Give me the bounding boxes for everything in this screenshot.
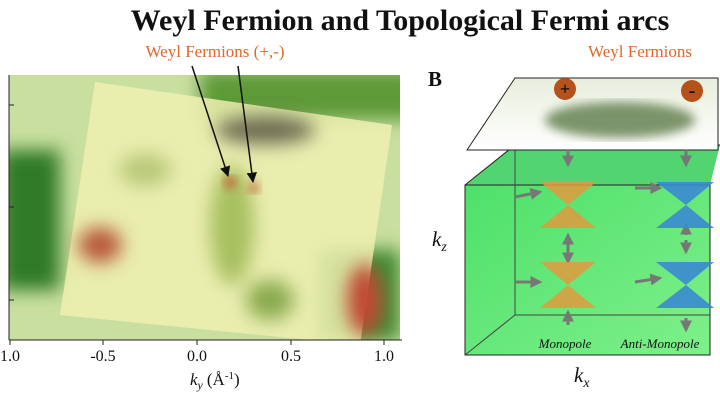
panel-letter: B [428, 67, 442, 91]
anti-monopole-label: Anti-Monopole [620, 336, 700, 351]
label-superscript: -1 [225, 370, 234, 382]
arpes-map [9, 75, 400, 340]
minus-sign: - [689, 80, 696, 102]
weyl-node [554, 78, 576, 100]
box-top [465, 145, 720, 185]
plus-sign: + [560, 79, 570, 99]
x-axis-label: kx [574, 363, 590, 391]
x-tick-label: 1.0 [374, 348, 394, 365]
label-subscript: z [440, 240, 447, 255]
label-symbol: k [190, 370, 198, 389]
label-close: ) [234, 370, 240, 389]
fermi-arc [545, 102, 695, 138]
axes [8, 75, 402, 345]
label-symbol: k [432, 227, 442, 251]
x-tick-label: 0.0 [187, 348, 207, 365]
label-symbol: k [574, 363, 584, 387]
x-tick-label: -0.5 [90, 348, 115, 365]
x-tick-label: 0.5 [281, 348, 301, 365]
x-axis-label: ky (Å-1) [190, 370, 240, 392]
arrow [191, 65, 231, 177]
label-subscript: x [582, 376, 590, 391]
annotation: Weyl Fermions [588, 42, 692, 61]
label-unit: (Å [207, 370, 226, 389]
title: Weyl Fermion and Topological Fermi arcs [131, 4, 670, 37]
label-subscript: y [197, 378, 204, 392]
monopole-label: Monopole [538, 336, 592, 351]
arrow [237, 65, 257, 184]
flow-arrows [514, 150, 692, 333]
z-axis-label: kz [432, 227, 447, 255]
x-tick-label: 1.0 [0, 348, 20, 365]
annotation: Weyl Fermions (+,-) [146, 42, 285, 61]
cones [540, 182, 714, 308]
weyl-node [681, 80, 703, 102]
